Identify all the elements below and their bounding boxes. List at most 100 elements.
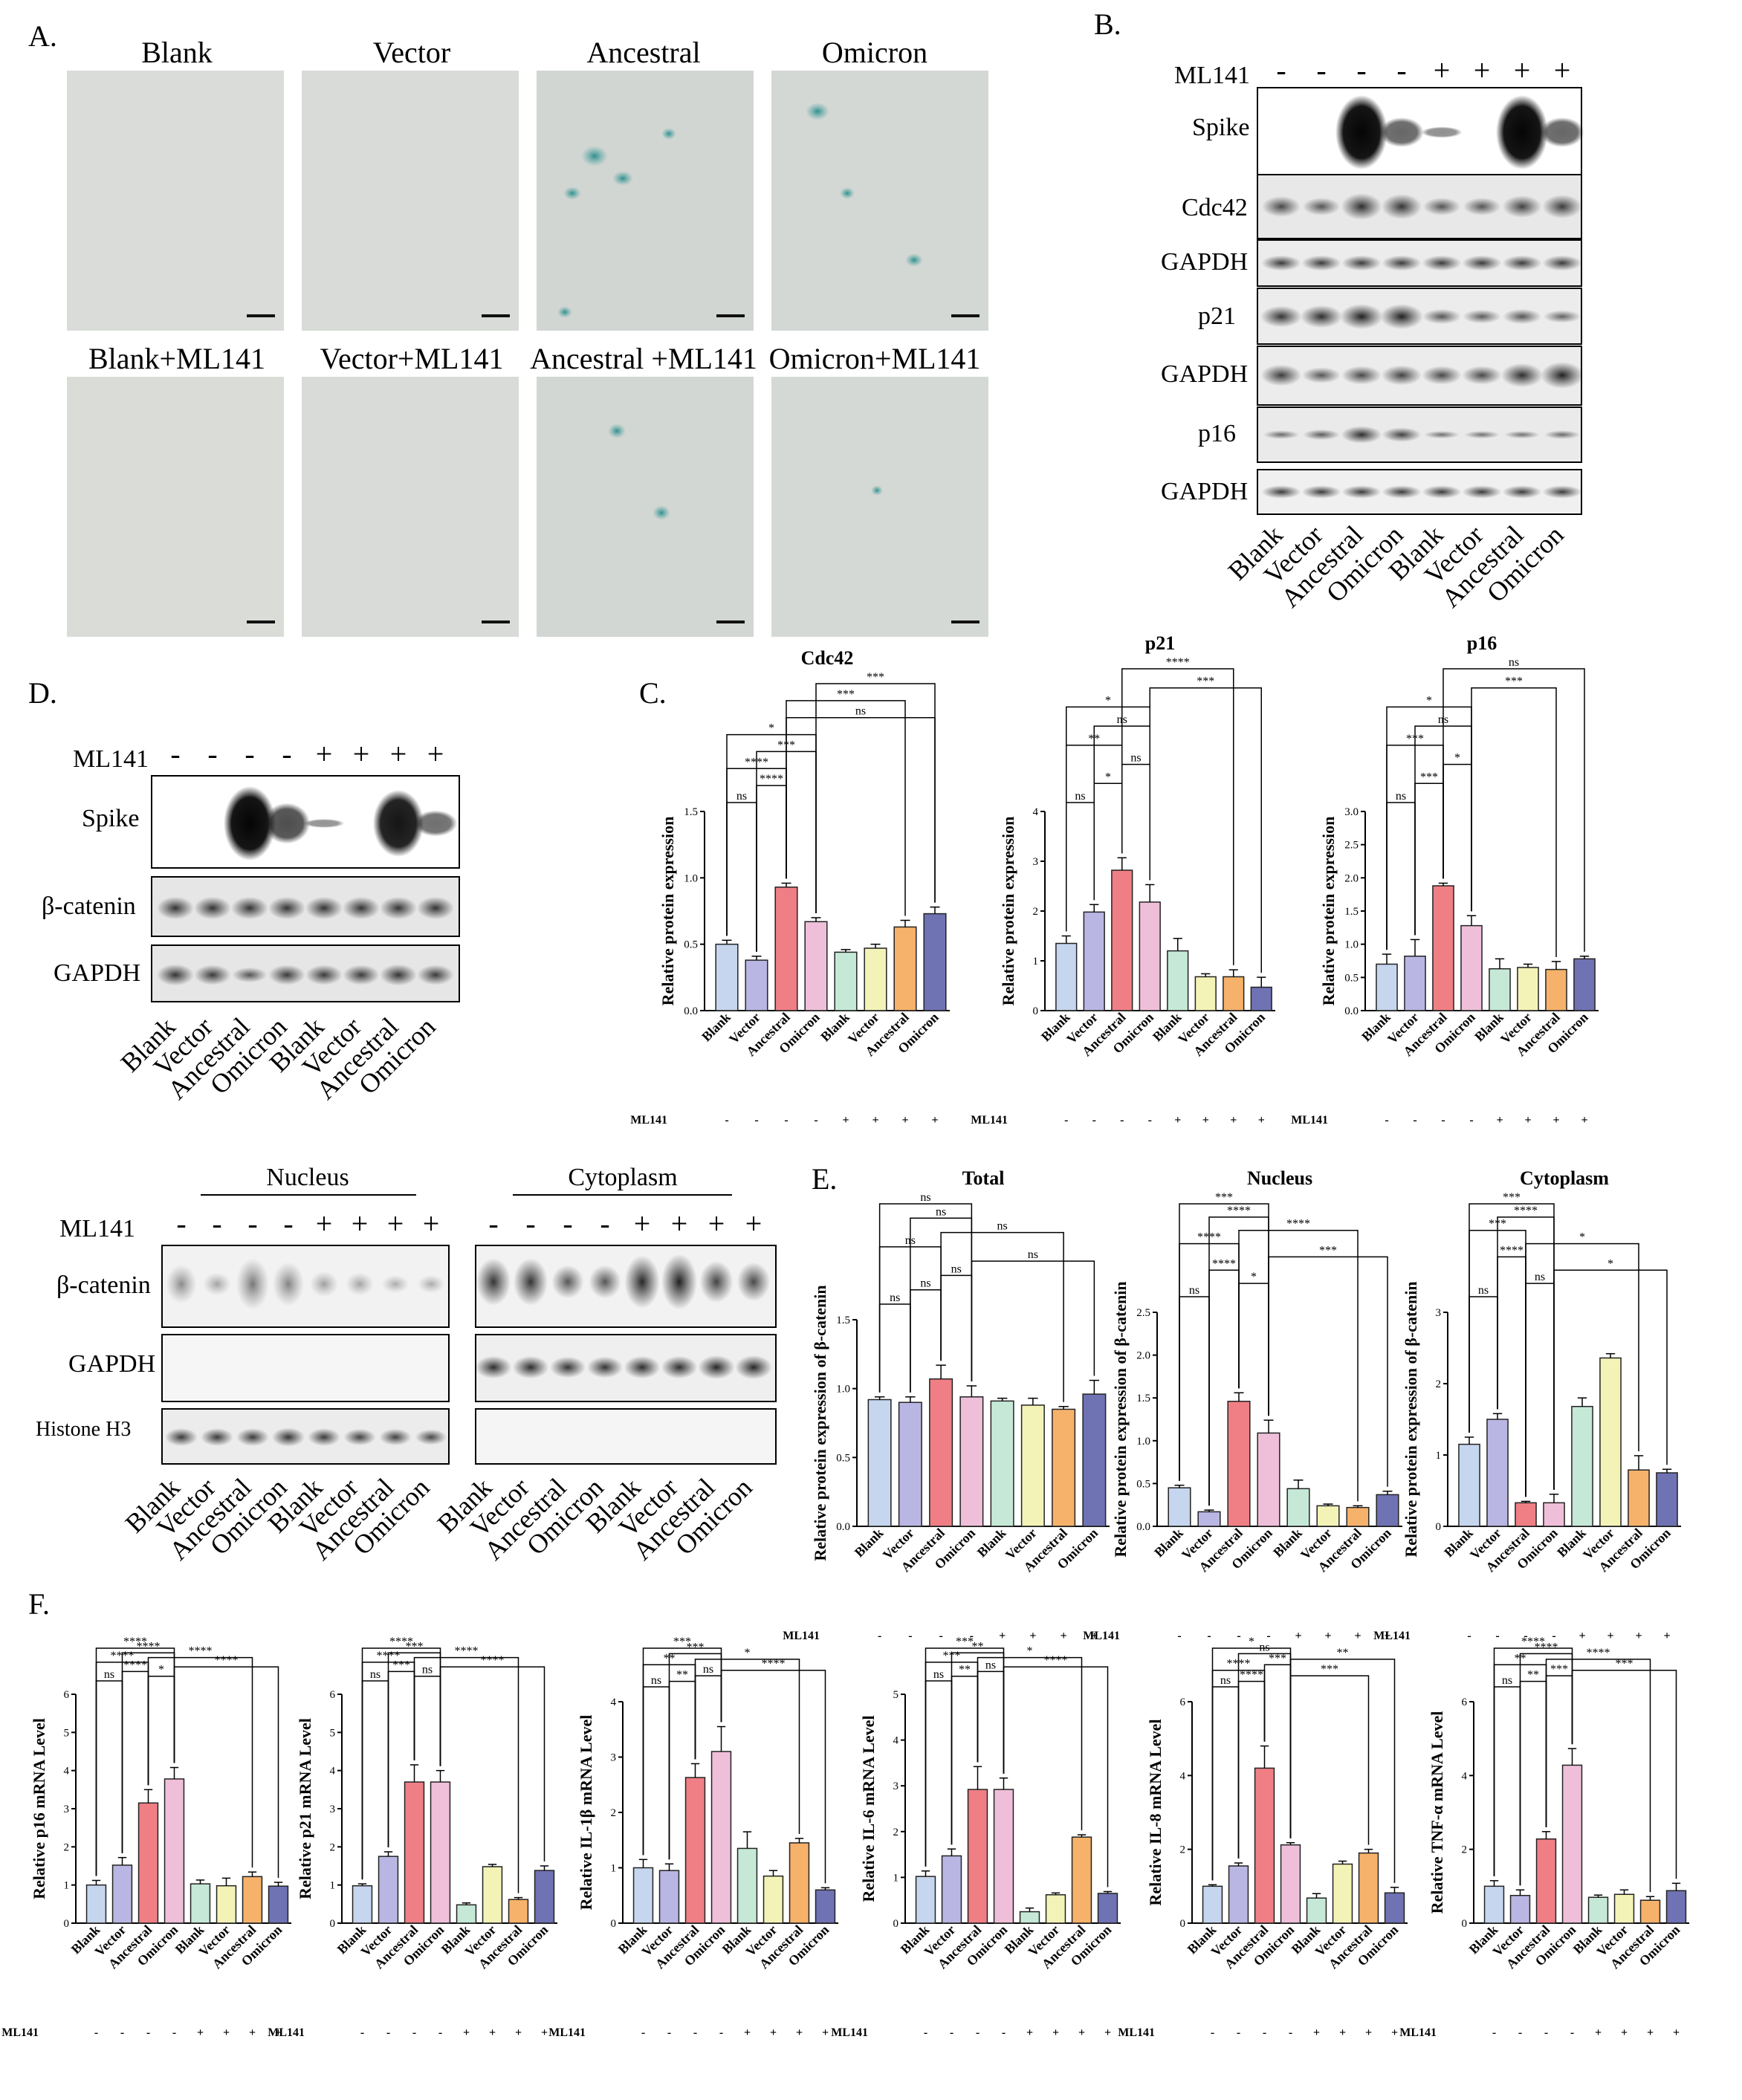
bar-c_p21-8 <box>1250 986 1272 1011</box>
bar-f_p16-7 <box>242 1876 263 1924</box>
chart-c_p16: p16 0.0 0.5 1.0 1.5 2.0 2.5 3.0 Relative protein… <box>1291 632 1599 1127</box>
e-cyt-cat-band-3 <box>551 1265 584 1299</box>
sig-label-f_il8-2: **** <box>1240 1669 1263 1682</box>
ml141-sign-f_il1b-6: + <box>770 2026 777 2039</box>
sig-label-e_nucleus-2: * <box>1251 1271 1257 1283</box>
bar-e_total-7 <box>1052 1408 1076 1527</box>
ml141-label-c_p21: ML141 <box>971 1114 1008 1127</box>
sig-bracket-f_tnf-6 <box>1545 1659 1651 1893</box>
y-tick-label-c_cdc42-2: 1.0 <box>684 872 698 884</box>
sig-label-f_il1b-1: ns <box>651 1674 661 1687</box>
bar-c_p16-1 <box>1376 963 1398 1011</box>
gapdh1-band-3 <box>1341 255 1382 271</box>
e-cyt-cat-band-4 <box>589 1265 621 1299</box>
ml141-sign-c_p16-7: + <box>1552 1114 1559 1127</box>
e-cyt-cat-band-5 <box>624 1255 660 1309</box>
panel-b-row-p16: p16 <box>1198 420 1236 447</box>
sig-label-f_tnf-7: **** <box>1535 1641 1558 1653</box>
scale-bars <box>247 314 980 623</box>
panel-d-row-gapdh: GAPDH <box>54 959 140 987</box>
sig-label-c_cdc42-6: ns <box>855 705 866 718</box>
sig-label-f_il8-6: ** <box>1337 1647 1349 1659</box>
bar-e_total-8 <box>1082 1393 1107 1527</box>
ml141-sign-f_il6-2: - <box>950 2026 953 2039</box>
bar-e_total-4 <box>959 1396 984 1527</box>
e-cyt-gapdh-band-8 <box>735 1355 772 1380</box>
ml141-label-f_p16: ML141 <box>1 2026 39 2039</box>
p16-band-6 <box>1464 430 1500 439</box>
ml141-sign-f_p21-5: + <box>463 2026 470 2039</box>
chart-title-c_cdc42: Cdc42 <box>801 647 854 669</box>
ml141-sign-c_cdc42-7: + <box>901 1114 908 1127</box>
bar-c_p16-6 <box>1517 967 1539 1011</box>
y-tick-label-e_cytoplasm-3: 3 <box>1436 1307 1442 1319</box>
y-tick-label-c_p16-1: 0.5 <box>1344 972 1359 984</box>
bar-f_p16-5 <box>190 1883 211 1924</box>
panel-b-sign-6: + <box>1474 54 1491 87</box>
bar-e_cytoplasm-1 <box>1458 1443 1480 1527</box>
y-tick-label-e_cytoplasm-2: 2 <box>1436 1378 1442 1390</box>
ml141-sign-c_p16-5: + <box>1496 1114 1503 1127</box>
cdc42-band-2 <box>1302 198 1341 215</box>
sig-label-f_il6-3: ns <box>985 1659 996 1671</box>
panel-b-sign-4: - <box>1396 54 1406 87</box>
d-catenin-band-1 <box>156 896 195 920</box>
ml141-sign-e_cytoplasm-8: + <box>1663 1630 1670 1642</box>
ml141-sign-c_p21-8: + <box>1258 1114 1265 1127</box>
ml141-sign-f_il8-4: - <box>1289 2026 1292 2039</box>
ml141-sign-c_p16-8: + <box>1581 1114 1587 1127</box>
y-label-f_p16: Relative p16 mRNA Level <box>30 1718 48 1899</box>
sig-bracket-c_p21-6 <box>1066 706 1150 932</box>
ml141-sign-f_il1b-5: + <box>744 2026 751 2039</box>
y-tick-label-c_cdc42-0: 0.0 <box>684 1005 698 1017</box>
sig-label-e_total-2: ns <box>920 1277 930 1290</box>
ml141-sign-f_p21-1: - <box>360 2026 364 2039</box>
gapdh3-band-4 <box>1382 485 1422 499</box>
panel-e-cytoplasm-sign-7: + <box>708 1207 725 1240</box>
sig-label-f_p21-8: **** <box>389 1636 413 1648</box>
sig-label-f_tnf-2: ** <box>1527 1669 1539 1682</box>
e-nuc-cat-band-4 <box>272 1262 305 1306</box>
ml141-label-f_il8: ML141 <box>1118 2026 1155 2039</box>
panel-e-nucleus-sign-6: + <box>352 1207 369 1240</box>
y-tick-label-c_p16-6: 3.0 <box>1344 806 1359 818</box>
panel-b-row-gapdh-2: GAPDH <box>1161 360 1248 388</box>
bar-f_p21-2 <box>378 1856 399 1924</box>
ml141-label-c_cdc42: ML141 <box>630 1114 667 1127</box>
sig-label-f_il1b-2: ** <box>676 1669 688 1682</box>
e-nuc-histone-band-1 <box>165 1428 198 1446</box>
bar-f_il6-6 <box>1045 1894 1066 1924</box>
panel-e-letter: E. <box>812 1162 837 1196</box>
sig-bracket-c_p16-7 <box>1471 687 1557 957</box>
panel-d: D. ML141 - - - - + + + + Spike β-catenin GAPDH … <box>28 676 460 1105</box>
panel-d-sign-3: - <box>245 737 254 771</box>
ml141-label-c_p16: ML141 <box>1291 1114 1328 1127</box>
panel-a-title-omicron: Omicron <box>822 36 927 69</box>
bar-c_p16-8 <box>1573 958 1596 1011</box>
sig-label-c_p16-3: * <box>1454 752 1460 765</box>
sig-bracket-f_il1b-3 <box>694 1675 722 1760</box>
sig-bracket-c_p21-7 <box>1149 687 1262 973</box>
bar-e_total-1 <box>867 1399 892 1527</box>
ml141-sign-f_il1b-4: - <box>719 2026 723 2039</box>
y-tick-label-f_il1b-4: 4 <box>611 1696 617 1708</box>
ml141-sign-e_total-4: - <box>970 1630 974 1642</box>
bar-f_p16-1 <box>85 1884 107 1924</box>
p16-band-7 <box>1504 430 1540 439</box>
bar-f_il1b-1 <box>632 1867 654 1924</box>
ml141-sign-e_total-5: + <box>999 1630 1006 1642</box>
bar-f_p21-5 <box>456 1904 477 1924</box>
ml141-sign-f_il8-5: + <box>1313 2026 1320 2039</box>
y-tick-label-f_p21-1: 1 <box>330 1880 336 1892</box>
panel-e-lane-labels: BlankVectorAncestralOmicronBlankVectorAn… <box>120 1472 758 1566</box>
panel-e-cytoplasm-sign-8: + <box>745 1207 762 1240</box>
ml141-sign-e_nucleus-5: + <box>1295 1630 1301 1642</box>
bar-f_il6-1 <box>915 1876 936 1924</box>
sig-label-f_p16-6: **** <box>189 1645 213 1658</box>
bar-c_cdc42-4 <box>804 921 828 1011</box>
bar-c_p21-6 <box>1194 976 1217 1011</box>
gapdh1-band-8 <box>1542 255 1582 271</box>
bar-e_cytoplasm-5 <box>1571 1405 1593 1527</box>
p16-band-1 <box>1263 430 1300 439</box>
y-tick-label-f_tnf-1: 2 <box>1462 1844 1468 1856</box>
